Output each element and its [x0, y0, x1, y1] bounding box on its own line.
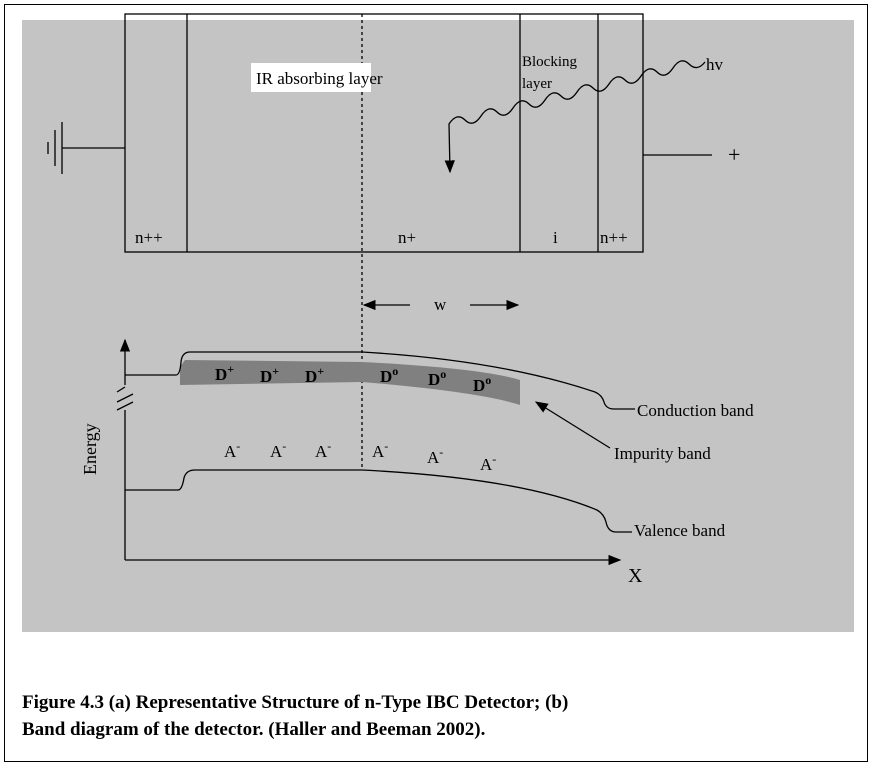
- charge-letter: D: [428, 370, 440, 389]
- caption-line: Band diagram of the detector. (Haller an…: [22, 719, 485, 740]
- charge-label: D+: [260, 364, 279, 386]
- width-label: w: [434, 295, 447, 314]
- region-label: i: [553, 228, 558, 247]
- charge-label: Do: [473, 373, 491, 395]
- charge-sign: -: [439, 445, 443, 459]
- charge-sign: o: [440, 367, 446, 381]
- charge-sign: +: [272, 364, 279, 378]
- charge-letter: A: [372, 442, 385, 461]
- charge-label: A-: [315, 439, 331, 461]
- bands: [116, 338, 635, 566]
- charge-sign: -: [236, 439, 240, 453]
- charge-letter: A: [315, 442, 328, 461]
- charge-label: A-: [270, 439, 286, 461]
- charge-label: A-: [427, 445, 443, 467]
- conduction-band-label: Conduction band: [637, 401, 754, 420]
- charge-label: Do: [380, 364, 398, 386]
- device: [47, 13, 712, 470]
- label-box: [251, 63, 371, 92]
- charge-sign: -: [327, 439, 331, 453]
- region-label: n+: [398, 228, 416, 247]
- region-label: n++: [600, 228, 628, 247]
- bias-label: +: [728, 142, 740, 167]
- charge-sign: o: [485, 373, 491, 387]
- charge-letter: D: [305, 367, 317, 386]
- charge-letter: D: [380, 367, 392, 386]
- charge-letter: A: [224, 442, 237, 461]
- figure-panel: [22, 20, 854, 632]
- charge-label: A-: [224, 439, 240, 461]
- charge-label: A-: [372, 439, 388, 461]
- valence-band-label: Valence band: [634, 521, 726, 540]
- charge-letter: A: [480, 455, 493, 474]
- blocking-layer-label: layer: [522, 76, 552, 92]
- charge-sign: o: [392, 364, 398, 378]
- caption-line: Figure 4.3 (a) Representative Structure …: [22, 692, 568, 713]
- charge-letter: D: [473, 376, 485, 395]
- impurity-band-label: Impurity band: [614, 444, 711, 463]
- charge-label: Do: [428, 367, 446, 389]
- charge-sign: -: [282, 439, 286, 453]
- charge-label: D+: [215, 362, 234, 384]
- charge-label: A-: [480, 452, 496, 474]
- impurity-band: [180, 360, 520, 405]
- charge-letter: D: [215, 365, 227, 384]
- acceptor-labels: A- A- A- A-A-A-: [224, 439, 496, 474]
- charge-sign: +: [227, 362, 234, 376]
- charge-letter: D: [260, 367, 272, 386]
- charge-sign: -: [492, 452, 496, 466]
- x-axis-label: X: [628, 565, 643, 587]
- charge-label: D+: [305, 364, 324, 386]
- blocking-layer-label: Blocking: [522, 54, 577, 70]
- photon-label: hv: [706, 55, 724, 74]
- charge-letter: A: [270, 442, 283, 461]
- charge-sign: +: [317, 364, 324, 378]
- y-axis-label: Energy: [80, 423, 100, 475]
- charge-sign: -: [384, 439, 388, 453]
- absorbing-layer-label: IR absorbing layer: [256, 69, 383, 88]
- region-label: n++: [135, 228, 163, 247]
- charge-letter: A: [427, 448, 440, 467]
